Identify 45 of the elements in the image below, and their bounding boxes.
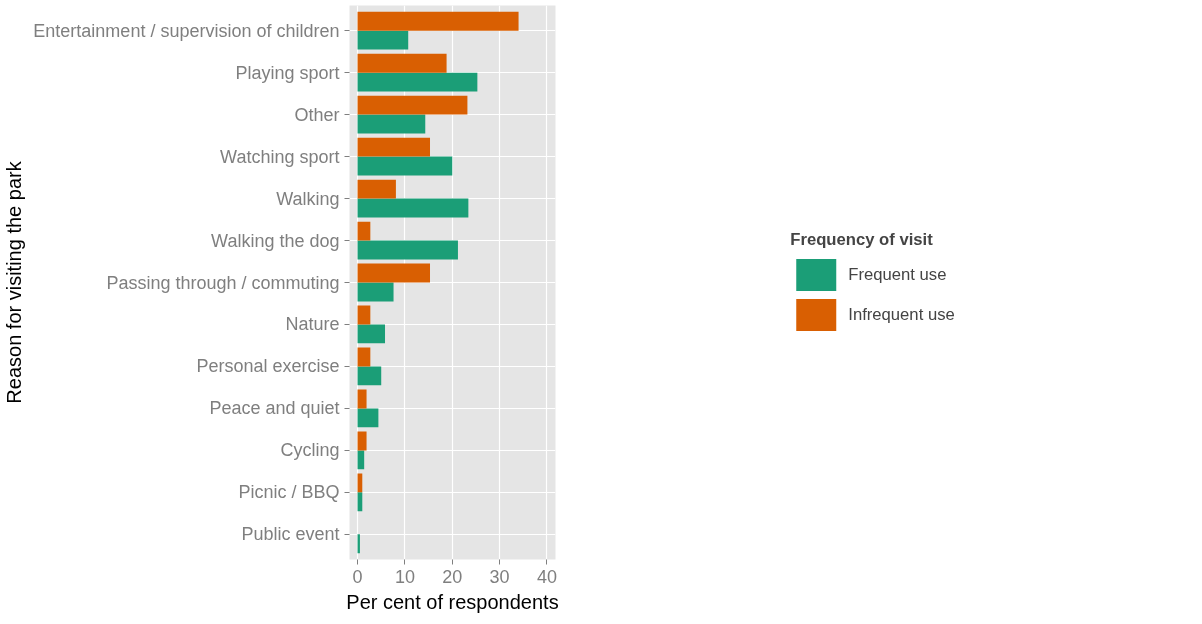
x-tick-label: 0: [352, 566, 363, 587]
y-tick-label: Peace and quiet: [209, 398, 340, 419]
y-tick-label: Entertainment / supervision of children: [33, 20, 340, 41]
y-tick-label: Watching sport: [220, 146, 340, 167]
bar: [357, 30, 409, 50]
y-tick-label: Walking: [276, 188, 340, 209]
bar: [357, 156, 453, 176]
bar: [357, 389, 367, 409]
bar: [357, 263, 431, 283]
legend-label: Frequent use: [848, 264, 947, 285]
y-tick-label: Walking the dog: [211, 230, 340, 251]
bar: [357, 305, 371, 325]
x-tick-label: 10: [394, 566, 415, 587]
bar: [357, 53, 447, 73]
x-tick-label: 40: [536, 566, 557, 587]
y-tick-label: Passing through / commuting: [106, 272, 340, 293]
y-tick-label: Playing sport: [235, 62, 340, 83]
y-tick-label: Cycling: [280, 440, 340, 461]
x-axis-title: Per cent of respondents: [346, 590, 559, 613]
y-tick-label: Public event: [241, 524, 340, 545]
bar: [357, 408, 379, 428]
y-tick-label: Nature: [285, 314, 340, 335]
y-tick-label: Other: [294, 104, 340, 125]
bar: [357, 114, 426, 134]
legend-label: Infrequent use: [848, 304, 955, 325]
bar: [357, 179, 396, 199]
bar: [357, 95, 468, 115]
bar: [357, 431, 367, 451]
legend-title: Frequency of visit: [790, 229, 934, 250]
bar: [357, 450, 365, 470]
y-tick-label: Personal exercise: [196, 356, 340, 377]
bar: [357, 137, 431, 157]
bar: [357, 324, 386, 344]
bar: [357, 198, 469, 218]
y-tick-label: Picnic / BBQ: [238, 482, 340, 503]
x-tick-label: 30: [489, 566, 510, 587]
y-axis-title: Reason for visiting the park: [3, 160, 26, 404]
bar: [357, 366, 382, 386]
bar: [357, 11, 519, 31]
x-tick-label: 20: [442, 566, 463, 587]
bar: [357, 72, 478, 92]
bar: [357, 347, 371, 367]
bar: [357, 282, 394, 302]
bar: [357, 221, 371, 241]
bar: [357, 240, 458, 260]
